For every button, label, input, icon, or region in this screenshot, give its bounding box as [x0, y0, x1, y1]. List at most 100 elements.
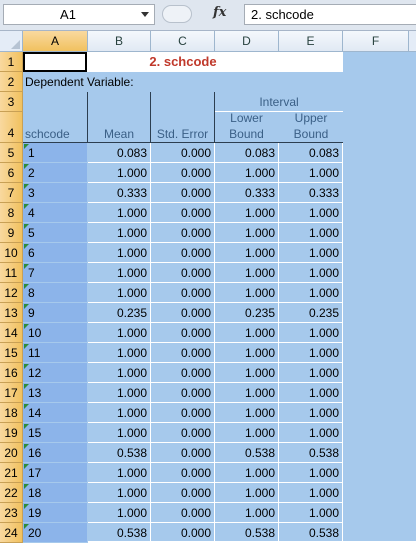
- header-std-error[interactable]: Std. Error: [156, 127, 209, 141]
- row-header-5[interactable]: 5: [0, 143, 23, 163]
- mean-cell[interactable]: 0.235: [88, 303, 151, 323]
- std-error-cell[interactable]: 0.000: [151, 403, 215, 423]
- upper-bound-cell[interactable]: 0.235: [279, 303, 343, 323]
- lower-bound-cell[interactable]: 1.000: [215, 163, 279, 183]
- mean-cell[interactable]: 0.083: [88, 143, 151, 163]
- row-header-19[interactable]: 19: [0, 423, 23, 443]
- schcode-cell[interactable]: 10: [23, 323, 88, 343]
- schcode-cell[interactable]: 19: [23, 503, 88, 523]
- upper-bound-cell[interactable]: 1.000: [279, 343, 343, 363]
- row-header-8[interactable]: 8: [0, 203, 23, 223]
- formula-bar-splitter[interactable]: [162, 5, 192, 23]
- lower-bound-cell[interactable]: 0.538: [215, 523, 279, 543]
- schcode-cell[interactable]: 9: [23, 303, 88, 323]
- mean-cell[interactable]: 0.538: [88, 443, 151, 463]
- header-upper[interactable]: Upper: [294, 111, 328, 125]
- mean-cell[interactable]: 1.000: [88, 343, 151, 363]
- upper-bound-cell[interactable]: 1.000: [279, 483, 343, 503]
- std-error-cell[interactable]: 0.000: [151, 143, 215, 163]
- schcode-cell[interactable]: 12: [23, 363, 88, 383]
- row-header-13[interactable]: 13: [0, 303, 23, 323]
- header-schcode[interactable]: schcode: [25, 127, 70, 141]
- mean-cell[interactable]: 1.000: [88, 463, 151, 483]
- std-error-cell[interactable]: 0.000: [151, 363, 215, 383]
- upper-bound-cell[interactable]: 1.000: [279, 263, 343, 283]
- std-error-cell[interactable]: 0.000: [151, 203, 215, 223]
- upper-bound-cell[interactable]: 0.538: [279, 443, 343, 463]
- row-header-22[interactable]: 22: [0, 483, 23, 503]
- header-lower-bound[interactable]: Bound: [229, 127, 264, 141]
- table-title[interactable]: 2. schcode: [23, 52, 343, 72]
- mean-cell[interactable]: 0.333: [88, 183, 151, 203]
- row-header-23[interactable]: 23: [0, 503, 23, 523]
- mean-cell[interactable]: 1.000: [88, 483, 151, 503]
- schcode-cell[interactable]: 1: [23, 143, 88, 163]
- std-error-cell[interactable]: 0.000: [151, 283, 215, 303]
- column-header-c[interactable]: C: [151, 31, 215, 51]
- schcode-cell[interactable]: 2: [23, 163, 88, 183]
- row-header-9[interactable]: 9: [0, 223, 23, 243]
- lower-bound-cell[interactable]: 1.000: [215, 403, 279, 423]
- upper-bound-cell[interactable]: 1.000: [279, 503, 343, 523]
- mean-cell[interactable]: 1.000: [88, 403, 151, 423]
- column-header-b[interactable]: B: [88, 31, 151, 51]
- lower-bound-cell[interactable]: 0.333: [215, 183, 279, 203]
- schcode-cell[interactable]: 17: [23, 463, 88, 483]
- select-all-button[interactable]: [0, 31, 23, 51]
- std-error-cell[interactable]: 0.000: [151, 483, 215, 503]
- schcode-cell[interactable]: 7: [23, 263, 88, 283]
- lower-bound-cell[interactable]: 1.000: [215, 283, 279, 303]
- schcode-cell[interactable]: 13: [23, 383, 88, 403]
- std-error-cell[interactable]: 0.000: [151, 523, 215, 543]
- upper-bound-cell[interactable]: 1.000: [279, 203, 343, 223]
- row-header-12[interactable]: 12: [0, 283, 23, 303]
- mean-cell[interactable]: 1.000: [88, 223, 151, 243]
- upper-bound-cell[interactable]: 1.000: [279, 163, 343, 183]
- upper-bound-cell[interactable]: 0.333: [279, 183, 343, 203]
- lower-bound-cell[interactable]: 1.000: [215, 483, 279, 503]
- mean-cell[interactable]: 1.000: [88, 163, 151, 183]
- mean-cell[interactable]: 1.000: [88, 243, 151, 263]
- lower-bound-cell[interactable]: 1.000: [215, 243, 279, 263]
- row-header-1[interactable]: 1: [0, 52, 23, 72]
- row-header-11[interactable]: 11: [0, 263, 23, 283]
- lower-bound-cell[interactable]: 1.000: [215, 223, 279, 243]
- mean-cell[interactable]: 1.000: [88, 323, 151, 343]
- column-header-a[interactable]: A: [23, 31, 88, 51]
- formula-input[interactable]: 2. schcode: [244, 4, 416, 25]
- column-header-e[interactable]: E: [279, 31, 343, 51]
- schcode-cell[interactable]: 18: [23, 483, 88, 503]
- std-error-cell[interactable]: 0.000: [151, 503, 215, 523]
- column-header-d[interactable]: D: [215, 31, 279, 51]
- std-error-cell[interactable]: 0.000: [151, 383, 215, 403]
- upper-bound-cell[interactable]: 1.000: [279, 463, 343, 483]
- lower-bound-cell[interactable]: 1.000: [215, 343, 279, 363]
- header-lower[interactable]: Lower: [230, 111, 263, 125]
- row-header-2[interactable]: 2: [0, 72, 23, 92]
- row-header-24[interactable]: 24: [0, 523, 23, 543]
- lower-bound-cell[interactable]: 1.000: [215, 463, 279, 483]
- upper-bound-cell[interactable]: 1.000: [279, 223, 343, 243]
- lower-bound-cell[interactable]: 1.000: [215, 363, 279, 383]
- std-error-cell[interactable]: 0.000: [151, 343, 215, 363]
- row-header-21[interactable]: 21: [0, 463, 23, 483]
- upper-bound-cell[interactable]: 1.000: [279, 363, 343, 383]
- row-header-6[interactable]: 6: [0, 163, 23, 183]
- chevron-down-icon[interactable]: [141, 12, 149, 17]
- schcode-cell[interactable]: 3: [23, 183, 88, 203]
- lower-bound-cell[interactable]: 1.000: [215, 383, 279, 403]
- schcode-cell[interactable]: 14: [23, 403, 88, 423]
- mean-cell[interactable]: 0.538: [88, 523, 151, 543]
- row-header-16[interactable]: 16: [0, 363, 23, 383]
- row-header-3[interactable]: 3: [0, 92, 23, 112]
- mean-cell[interactable]: 1.000: [88, 423, 151, 443]
- upper-bound-cell[interactable]: 1.000: [279, 323, 343, 343]
- mean-cell[interactable]: 1.000: [88, 503, 151, 523]
- lower-bound-cell[interactable]: 1.000: [215, 203, 279, 223]
- lower-bound-cell[interactable]: 1.000: [215, 263, 279, 283]
- row-header-18[interactable]: 18: [0, 403, 23, 423]
- header-upper-bound[interactable]: Bound: [293, 127, 329, 141]
- upper-bound-cell[interactable]: 1.000: [279, 383, 343, 403]
- dependent-variable-label[interactable]: Dependent Variable:: [25, 75, 134, 89]
- schcode-cell[interactable]: 8: [23, 283, 88, 303]
